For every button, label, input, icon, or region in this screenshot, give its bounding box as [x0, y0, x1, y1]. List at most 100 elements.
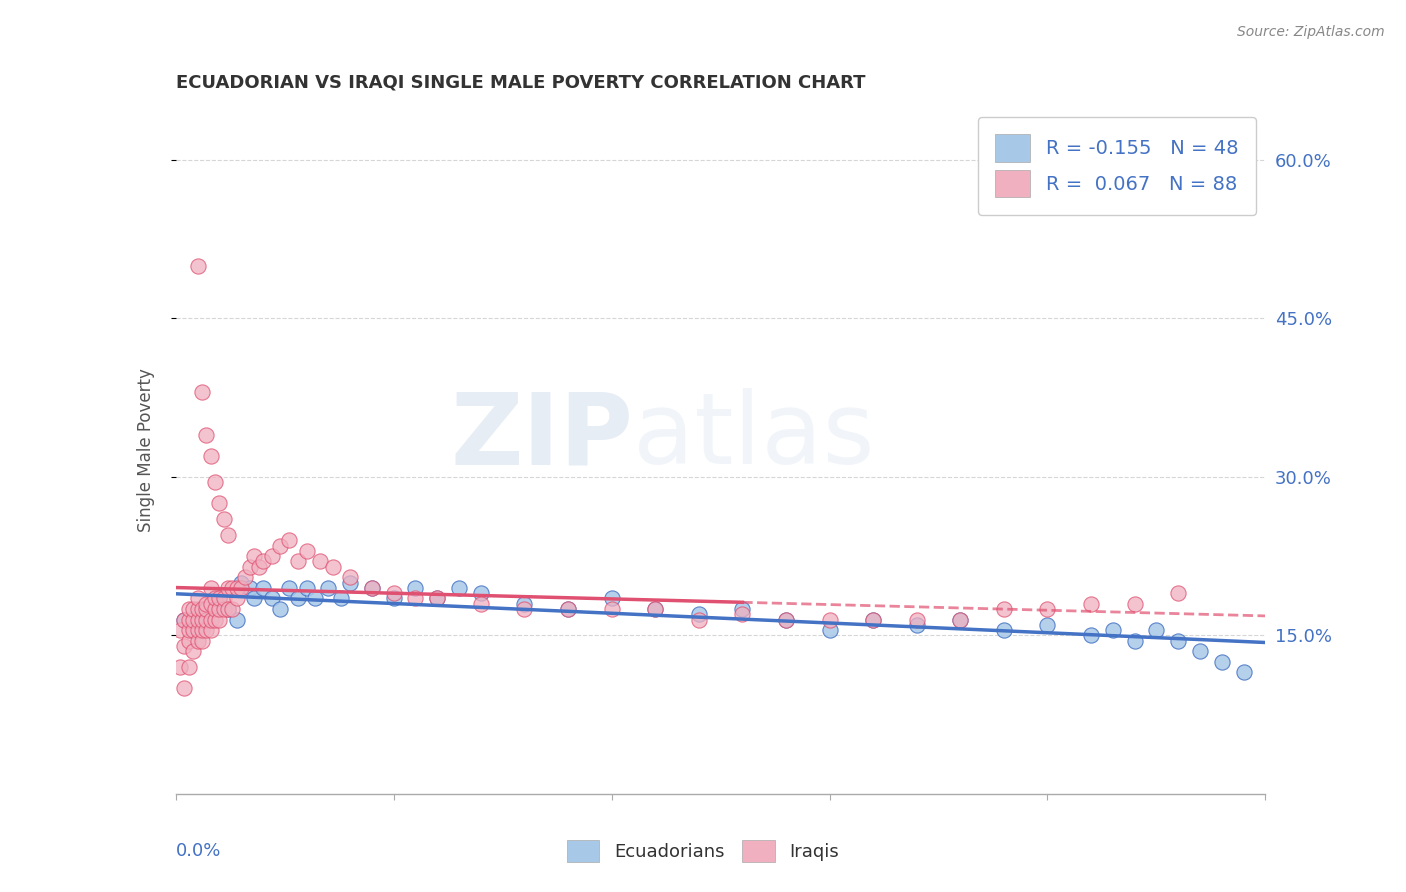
Point: [1211, 655, 1233, 669]
Y-axis label: Single Male Poverty: Single Male Poverty: [136, 368, 155, 533]
Point: [905, 613, 928, 627]
Point: [775, 613, 797, 627]
Point: [221, 581, 243, 595]
Point: [1102, 623, 1125, 637]
Point: [1232, 665, 1256, 680]
Point: [557, 602, 579, 616]
Point: [688, 607, 710, 622]
Point: [200, 602, 222, 616]
Point: [295, 544, 318, 558]
Point: [993, 602, 1015, 616]
Point: [217, 602, 239, 616]
Point: [208, 613, 231, 627]
Point: [208, 496, 231, 510]
Point: [212, 512, 235, 526]
Point: [231, 581, 253, 595]
Point: [191, 602, 214, 616]
Point: [295, 581, 318, 595]
Point: [191, 613, 214, 627]
Point: [269, 602, 291, 616]
Text: ECUADORIAN VS IRAQI SINGLE MALE POVERTY CORRELATION CHART: ECUADORIAN VS IRAQI SINGLE MALE POVERTY …: [176, 74, 865, 92]
Point: [322, 559, 344, 574]
Point: [200, 581, 222, 595]
Point: [225, 581, 247, 595]
Point: [186, 602, 209, 616]
Point: [426, 591, 449, 606]
Point: [339, 575, 361, 590]
Point: [1080, 597, 1102, 611]
Point: [252, 554, 274, 568]
Point: [1123, 633, 1146, 648]
Point: [278, 533, 301, 548]
Point: [191, 385, 214, 400]
Point: [382, 591, 405, 606]
Point: [208, 591, 231, 606]
Point: [260, 549, 283, 563]
Point: [235, 570, 257, 584]
Point: [181, 623, 204, 637]
Point: [217, 602, 239, 616]
Text: atlas: atlas: [633, 388, 875, 485]
Point: [557, 602, 579, 616]
Point: [405, 581, 427, 595]
Point: [177, 660, 200, 674]
Point: [247, 559, 270, 574]
Point: [191, 623, 214, 637]
Point: [195, 613, 218, 627]
Point: [644, 602, 666, 616]
Point: [173, 639, 195, 653]
Point: [1123, 597, 1146, 611]
Point: [731, 602, 754, 616]
Point: [993, 623, 1015, 637]
Point: [644, 602, 666, 616]
Point: [195, 623, 218, 637]
Point: [304, 591, 326, 606]
Point: [731, 607, 754, 622]
Text: 0.0%: 0.0%: [176, 842, 221, 860]
Point: [1167, 586, 1189, 600]
Point: [382, 586, 405, 600]
Point: [200, 623, 222, 637]
Point: [195, 427, 218, 442]
Point: [177, 602, 200, 616]
Point: [426, 591, 449, 606]
Point: [221, 602, 243, 616]
Legend: R = -0.155   N = 48, R =  0.067   N = 88: R = -0.155 N = 48, R = 0.067 N = 88: [977, 117, 1256, 215]
Point: [862, 613, 884, 627]
Point: [600, 602, 623, 616]
Point: [191, 633, 214, 648]
Point: [252, 581, 274, 595]
Point: [200, 449, 222, 463]
Point: [287, 554, 309, 568]
Point: [204, 591, 226, 606]
Point: [177, 623, 200, 637]
Point: [186, 623, 209, 637]
Point: [181, 644, 204, 658]
Point: [260, 591, 283, 606]
Point: [195, 602, 218, 616]
Point: [212, 591, 235, 606]
Point: [949, 613, 972, 627]
Point: [208, 591, 231, 606]
Point: [186, 607, 209, 622]
Text: ZIP: ZIP: [450, 388, 633, 485]
Point: [217, 528, 239, 542]
Point: [239, 559, 262, 574]
Point: [339, 570, 361, 584]
Point: [775, 613, 797, 627]
Point: [1036, 617, 1059, 632]
Point: [177, 613, 200, 627]
Point: [231, 575, 253, 590]
Point: [204, 613, 226, 627]
Point: [818, 613, 841, 627]
Point: [204, 475, 226, 490]
Point: [186, 613, 209, 627]
Point: [360, 581, 382, 595]
Point: [243, 591, 266, 606]
Point: [204, 602, 226, 616]
Text: Source: ZipAtlas.com: Source: ZipAtlas.com: [1237, 25, 1385, 39]
Point: [470, 586, 492, 600]
Point: [269, 539, 291, 553]
Point: [287, 591, 309, 606]
Point: [1167, 633, 1189, 648]
